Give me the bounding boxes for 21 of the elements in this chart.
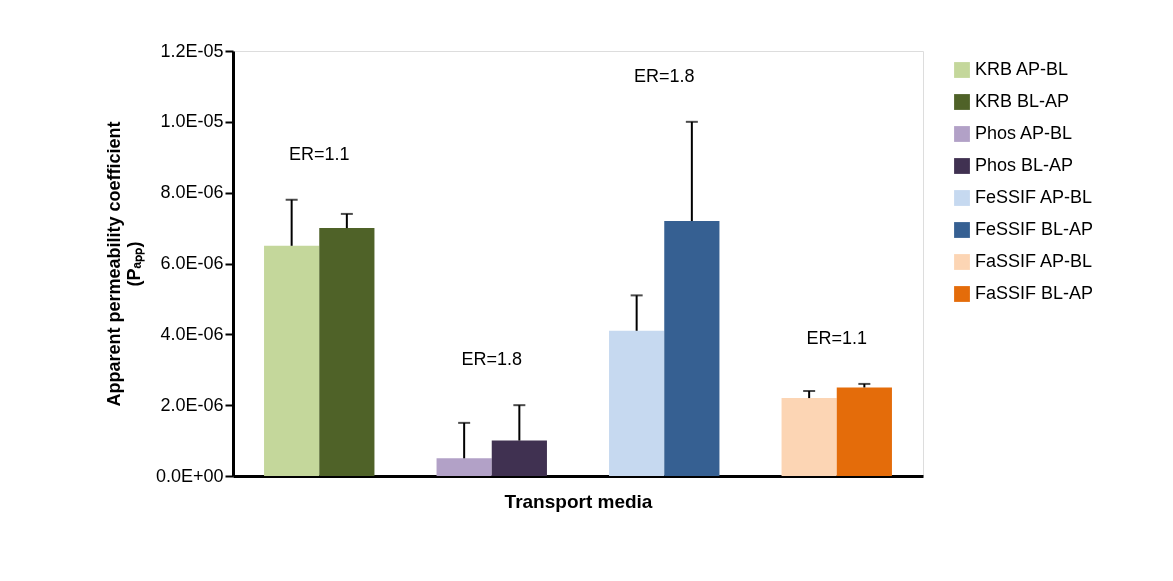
y-tick-label: 2.0E-06: [160, 394, 224, 415]
y-tick-label: 0.0E+00: [155, 465, 224, 486]
legend-label: FeSSIF BL-AP: [975, 219, 1094, 239]
y-tick-label: 1.2E-05: [160, 40, 224, 61]
y-tick-label: 6.0E-06: [160, 253, 224, 273]
y-tick-label: 4.0E-06: [160, 323, 224, 344]
x-axis-title: Transport media: [504, 490, 653, 512]
legend-label: FaSSIF BL-AP: [975, 283, 1094, 303]
y-axis-title: Apparent permeability coefficient (Pₐₚₚ): [103, 121, 145, 407]
legend-label: FaSSIF AP-BL: [975, 251, 1093, 271]
annotation: ER=1.8: [633, 65, 695, 86]
y-tick-label: 8.0E-06: [160, 182, 224, 203]
y-tick-label: 1.0E-05: [160, 111, 224, 132]
annotation: ER=1.8: [461, 349, 523, 370]
legend-label: KRB AP-BL: [975, 59, 1069, 79]
annotation: ER=1.1: [288, 143, 350, 164]
legend-label: Phos AP-BL: [975, 123, 1073, 143]
annotation: ER=1.1: [806, 327, 868, 348]
legend-label: Phos BL-AP: [975, 155, 1074, 175]
legend-label: FeSSIF AP-BL: [975, 187, 1093, 207]
legend-label: KRB BL-AP: [975, 91, 1070, 111]
